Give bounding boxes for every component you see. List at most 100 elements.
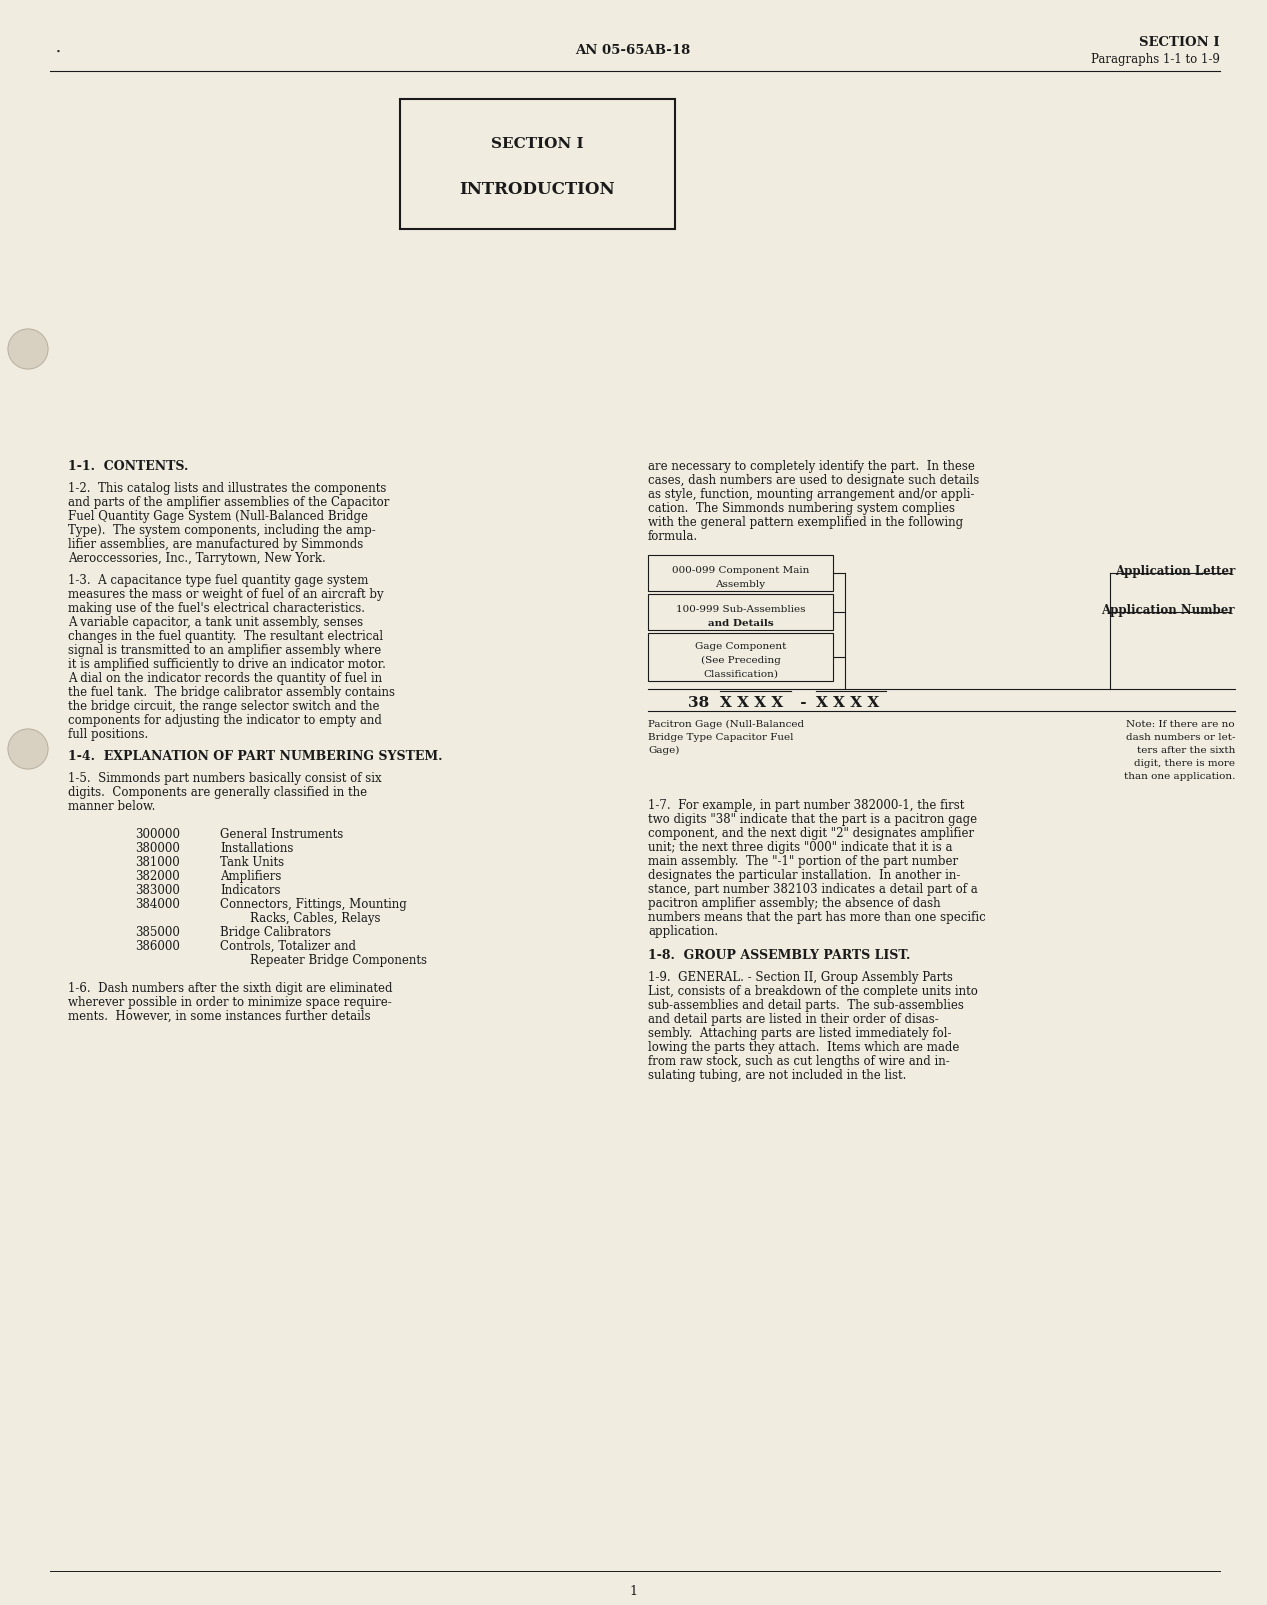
Text: Paragraphs 1-1 to 1-9: Paragraphs 1-1 to 1-9 bbox=[1091, 53, 1220, 66]
Text: formula.: formula. bbox=[647, 530, 698, 542]
Text: main assembly.  The "-1" portion of the part number: main assembly. The "-1" portion of the p… bbox=[647, 854, 958, 867]
Text: A variable capacitor, a tank unit assembly, senses: A variable capacitor, a tank unit assemb… bbox=[68, 616, 364, 629]
Text: 1: 1 bbox=[628, 1584, 637, 1597]
Text: numbers means that the part has more than one specific: numbers means that the part has more tha… bbox=[647, 910, 986, 923]
Text: as style, function, mounting arrangement and/or appli-: as style, function, mounting arrangement… bbox=[647, 488, 974, 501]
Text: •: • bbox=[56, 48, 61, 56]
Text: Gage Component: Gage Component bbox=[694, 642, 787, 650]
Text: 000-099 Component Main: 000-099 Component Main bbox=[672, 565, 810, 575]
Text: Fuel Quantity Gage System (Null-Balanced Bridge: Fuel Quantity Gage System (Null-Balanced… bbox=[68, 510, 367, 523]
Text: Connectors, Fittings, Mounting: Connectors, Fittings, Mounting bbox=[220, 897, 407, 910]
Text: Bridge Type Capacitor Fuel: Bridge Type Capacitor Fuel bbox=[647, 732, 793, 742]
Text: 380000: 380000 bbox=[136, 841, 180, 854]
Text: Assembly: Assembly bbox=[716, 579, 765, 589]
Text: Racks, Cables, Relays: Racks, Cables, Relays bbox=[220, 912, 380, 924]
Text: 1-5.  Simmonds part numbers basically consist of six: 1-5. Simmonds part numbers basically con… bbox=[68, 772, 381, 785]
Text: signal is transmitted to an amplifier assembly where: signal is transmitted to an amplifier as… bbox=[68, 644, 381, 656]
Text: component, and the next digit "2" designates amplifier: component, and the next digit "2" design… bbox=[647, 827, 974, 839]
Text: A dial on the indicator records the quantity of fuel in: A dial on the indicator records the quan… bbox=[68, 671, 383, 685]
Text: changes in the fuel quantity.  The resultant electrical: changes in the fuel quantity. The result… bbox=[68, 629, 383, 642]
Text: full positions.: full positions. bbox=[68, 727, 148, 740]
Text: 382000: 382000 bbox=[136, 870, 180, 883]
Text: digit, there is more: digit, there is more bbox=[1134, 759, 1235, 767]
Text: 1-7.  For example, in part number 382000-1, the first: 1-7. For example, in part number 382000-… bbox=[647, 799, 964, 812]
Bar bbox=[647, 594, 832, 631]
Bar bbox=[647, 634, 832, 682]
Text: ters after the sixth: ters after the sixth bbox=[1136, 746, 1235, 754]
Text: Gage): Gage) bbox=[647, 746, 679, 754]
Text: it is amplified sufficiently to drive an indicator motor.: it is amplified sufficiently to drive an… bbox=[68, 658, 386, 671]
Text: 1-1.  CONTENTS.: 1-1. CONTENTS. bbox=[68, 459, 189, 473]
Text: 1-6.  Dash numbers after the sixth digit are eliminated: 1-6. Dash numbers after the sixth digit … bbox=[68, 981, 393, 995]
Bar bbox=[647, 555, 832, 592]
Text: components for adjusting the indicator to empty and: components for adjusting the indicator t… bbox=[68, 714, 381, 727]
Text: SECTION I: SECTION I bbox=[1139, 35, 1220, 48]
Text: Pacitron Gage (Null-Balanced: Pacitron Gage (Null-Balanced bbox=[647, 719, 805, 729]
Text: designates the particular installation.  In another in-: designates the particular installation. … bbox=[647, 868, 960, 881]
Text: Aeroccessories, Inc., Tarrytown, New York.: Aeroccessories, Inc., Tarrytown, New Yor… bbox=[68, 552, 326, 565]
Text: X X X X: X X X X bbox=[816, 695, 879, 709]
Text: sembly.  Attaching parts are listed immediately fol-: sembly. Attaching parts are listed immed… bbox=[647, 1026, 952, 1040]
Text: Controls, Totalizer and: Controls, Totalizer and bbox=[220, 939, 356, 952]
Circle shape bbox=[8, 730, 48, 769]
Text: 383000: 383000 bbox=[136, 883, 180, 897]
Text: from raw stock, such as cut lengths of wire and in-: from raw stock, such as cut lengths of w… bbox=[647, 1054, 950, 1067]
Text: 1-4.  EXPLANATION OF PART NUMBERING SYSTEM.: 1-4. EXPLANATION OF PART NUMBERING SYSTE… bbox=[68, 750, 442, 762]
Text: two digits "38" indicate that the part is a pacitron gage: two digits "38" indicate that the part i… bbox=[647, 812, 977, 825]
Text: 386000: 386000 bbox=[136, 939, 180, 952]
Text: INTRODUCTION: INTRODUCTION bbox=[460, 181, 616, 199]
Text: and parts of the amplifier assemblies of the Capacitor: and parts of the amplifier assemblies of… bbox=[68, 496, 389, 509]
Text: SECTION I: SECTION I bbox=[492, 136, 584, 151]
Text: Type).  The system components, including the amp-: Type). The system components, including … bbox=[68, 523, 376, 536]
Text: unit; the next three digits "000" indicate that it is a: unit; the next three digits "000" indica… bbox=[647, 841, 953, 854]
Text: the fuel tank.  The bridge calibrator assembly contains: the fuel tank. The bridge calibrator ass… bbox=[68, 685, 395, 698]
Text: 100-999 Sub-Assemblies: 100-999 Sub-Assemblies bbox=[675, 605, 806, 613]
Text: than one application.: than one application. bbox=[1124, 772, 1235, 780]
Text: Application Letter: Application Letter bbox=[1115, 565, 1235, 578]
Text: digits.  Components are generally classified in the: digits. Components are generally classif… bbox=[68, 785, 367, 799]
Text: and detail parts are listed in their order of disas-: and detail parts are listed in their ord… bbox=[647, 1013, 939, 1026]
Text: ments.  However, in some instances further details: ments. However, in some instances furthe… bbox=[68, 1010, 371, 1022]
Text: sub-assemblies and detail parts.  The sub-assemblies: sub-assemblies and detail parts. The sub… bbox=[647, 998, 964, 1011]
Text: -: - bbox=[794, 695, 812, 709]
Text: with the general pattern exemplified in the following: with the general pattern exemplified in … bbox=[647, 515, 963, 528]
Text: Application Number: Application Number bbox=[1101, 603, 1235, 616]
Text: 1-2.  This catalog lists and illustrates the components: 1-2. This catalog lists and illustrates … bbox=[68, 482, 386, 494]
Text: Bridge Calibrators: Bridge Calibrators bbox=[220, 926, 331, 939]
Text: 1-8.  GROUP ASSEMBLY PARTS LIST.: 1-8. GROUP ASSEMBLY PARTS LIST. bbox=[647, 949, 911, 961]
Text: cases, dash numbers are used to designate such details: cases, dash numbers are used to designat… bbox=[647, 473, 979, 486]
Text: 385000: 385000 bbox=[136, 926, 180, 939]
Text: X X X X: X X X X bbox=[720, 695, 783, 709]
Bar bbox=[400, 100, 675, 230]
Text: 300000: 300000 bbox=[136, 828, 180, 841]
Text: 1-9.  GENERAL. - Section II, Group Assembly Parts: 1-9. GENERAL. - Section II, Group Assemb… bbox=[647, 971, 953, 984]
Text: measures the mass or weight of fuel of an aircraft by: measures the mass or weight of fuel of a… bbox=[68, 587, 384, 600]
Text: Note: If there are no: Note: If there are no bbox=[1126, 719, 1235, 729]
Text: are necessary to completely identify the part.  In these: are necessary to completely identify the… bbox=[647, 459, 974, 473]
Text: List, consists of a breakdown of the complete units into: List, consists of a breakdown of the com… bbox=[647, 984, 978, 997]
Text: lifier assemblies, are manufactured by Simmonds: lifier assemblies, are manufactured by S… bbox=[68, 538, 364, 551]
Text: 384000: 384000 bbox=[136, 897, 180, 910]
Text: Classification): Classification) bbox=[703, 669, 778, 679]
Text: the bridge circuit, the range selector switch and the: the bridge circuit, the range selector s… bbox=[68, 700, 380, 713]
Text: Amplifiers: Amplifiers bbox=[220, 870, 281, 883]
Text: General Instruments: General Instruments bbox=[220, 828, 343, 841]
Circle shape bbox=[8, 329, 48, 369]
Text: sulating tubing, are not included in the list.: sulating tubing, are not included in the… bbox=[647, 1069, 906, 1082]
Text: Indicators: Indicators bbox=[220, 883, 280, 897]
Text: application.: application. bbox=[647, 924, 718, 937]
Text: wherever possible in order to minimize space require-: wherever possible in order to minimize s… bbox=[68, 995, 392, 1008]
Text: AN 05-65AB-18: AN 05-65AB-18 bbox=[575, 43, 691, 56]
Text: and Details: and Details bbox=[708, 618, 773, 628]
Text: cation.  The Simmonds numbering system complies: cation. The Simmonds numbering system co… bbox=[647, 502, 955, 515]
Text: Repeater Bridge Components: Repeater Bridge Components bbox=[220, 953, 427, 966]
Text: 381000: 381000 bbox=[136, 855, 180, 868]
Text: dash numbers or let-: dash numbers or let- bbox=[1125, 732, 1235, 742]
Text: manner below.: manner below. bbox=[68, 799, 156, 812]
Text: Installations: Installations bbox=[220, 841, 294, 854]
Text: 1-3.  A capacitance type fuel quantity gage system: 1-3. A capacitance type fuel quantity ga… bbox=[68, 573, 369, 587]
Text: pacitron amplifier assembly; the absence of dash: pacitron amplifier assembly; the absence… bbox=[647, 897, 940, 910]
Text: 38: 38 bbox=[688, 695, 715, 709]
Text: lowing the parts they attach.  Items which are made: lowing the parts they attach. Items whic… bbox=[647, 1040, 959, 1053]
Text: (See Preceding: (See Preceding bbox=[701, 655, 780, 664]
